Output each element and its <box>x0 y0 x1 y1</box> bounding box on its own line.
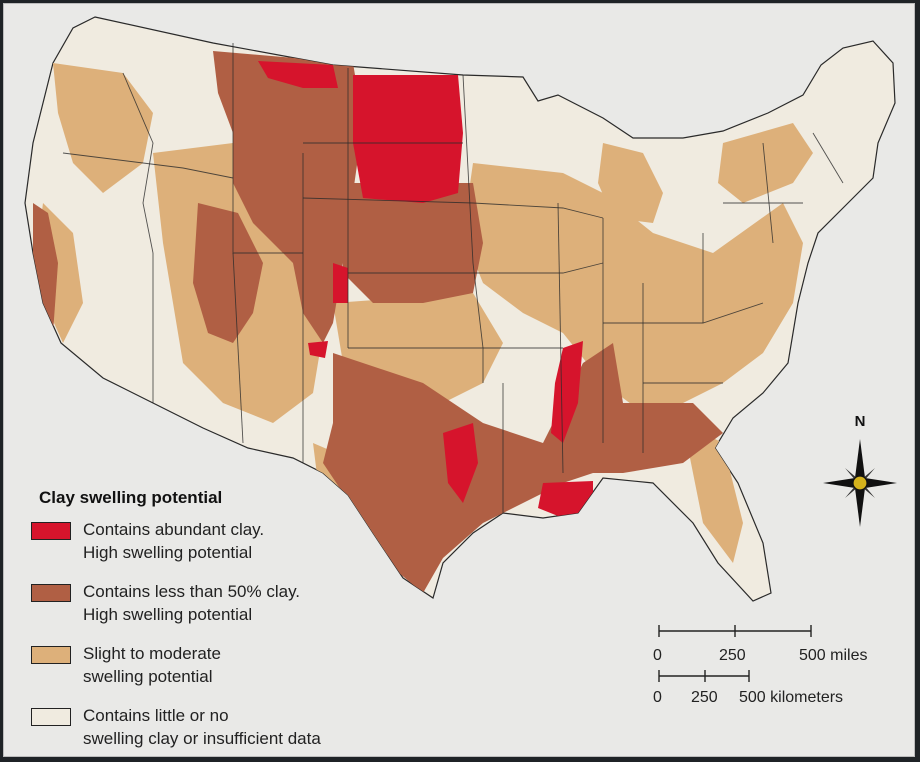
legend-item-line2: High swelling potential <box>83 543 253 562</box>
north-label: N <box>854 413 866 430</box>
legend-item-line2: High swelling potential <box>83 605 253 624</box>
legend-item-line1: Contains little or no <box>83 706 229 725</box>
compass-rose-icon <box>823 439 897 527</box>
legend-item-less-than-50: Contains less than 50% clay. High swelli… <box>31 580 451 642</box>
legend-swatch-red <box>31 522 71 540</box>
scale-miles-tick-0: 0 <box>653 647 662 664</box>
scale-bar-kilometers <box>658 670 750 682</box>
legend-swatch-brown <box>31 584 71 602</box>
zone-abundant-clay <box>258 61 593 518</box>
legend-swatch-cream <box>31 708 71 726</box>
scale-miles-label: 500 miles <box>799 647 867 664</box>
scale-km-tick-250: 250 <box>691 689 718 706</box>
map-figure: 0 250 500 miles 0 250 500 kilometers N C <box>3 3 915 757</box>
scale-miles-tick-250: 250 <box>719 647 746 664</box>
legend-item-line1: Slight to moderate <box>83 644 221 663</box>
legend-item-abundant-clay: Contains abundant clay. High swelling po… <box>31 518 451 580</box>
legend-item-slight-moderate: Slight to moderate swelling potential <box>31 642 451 704</box>
scale-km-label: 500 kilometers <box>739 689 843 706</box>
scale-km-tick-0: 0 <box>653 689 662 706</box>
legend: Clay swelling potential Contains abundan… <box>31 488 451 757</box>
legend-item-little-or-none: Contains little or no swelling clay or i… <box>31 704 451 757</box>
us-clay-map: 0 250 500 miles 0 250 500 kilometers <box>24 16 896 706</box>
scale-bar-miles <box>658 625 812 637</box>
legend-swatch-tan <box>31 646 71 664</box>
legend-item-line2: swelling clay or insufficient data <box>83 729 321 748</box>
legend-item-line2: swelling potential <box>83 667 213 686</box>
legend-item-line1: Contains less than 50% clay. <box>83 582 301 601</box>
north-arrow: N <box>821 413 899 528</box>
legend-title: Clay swelling potential <box>39 488 223 507</box>
state-boundaries <box>62 43 844 513</box>
legend-item-line1: Contains abundant clay. <box>83 520 265 539</box>
